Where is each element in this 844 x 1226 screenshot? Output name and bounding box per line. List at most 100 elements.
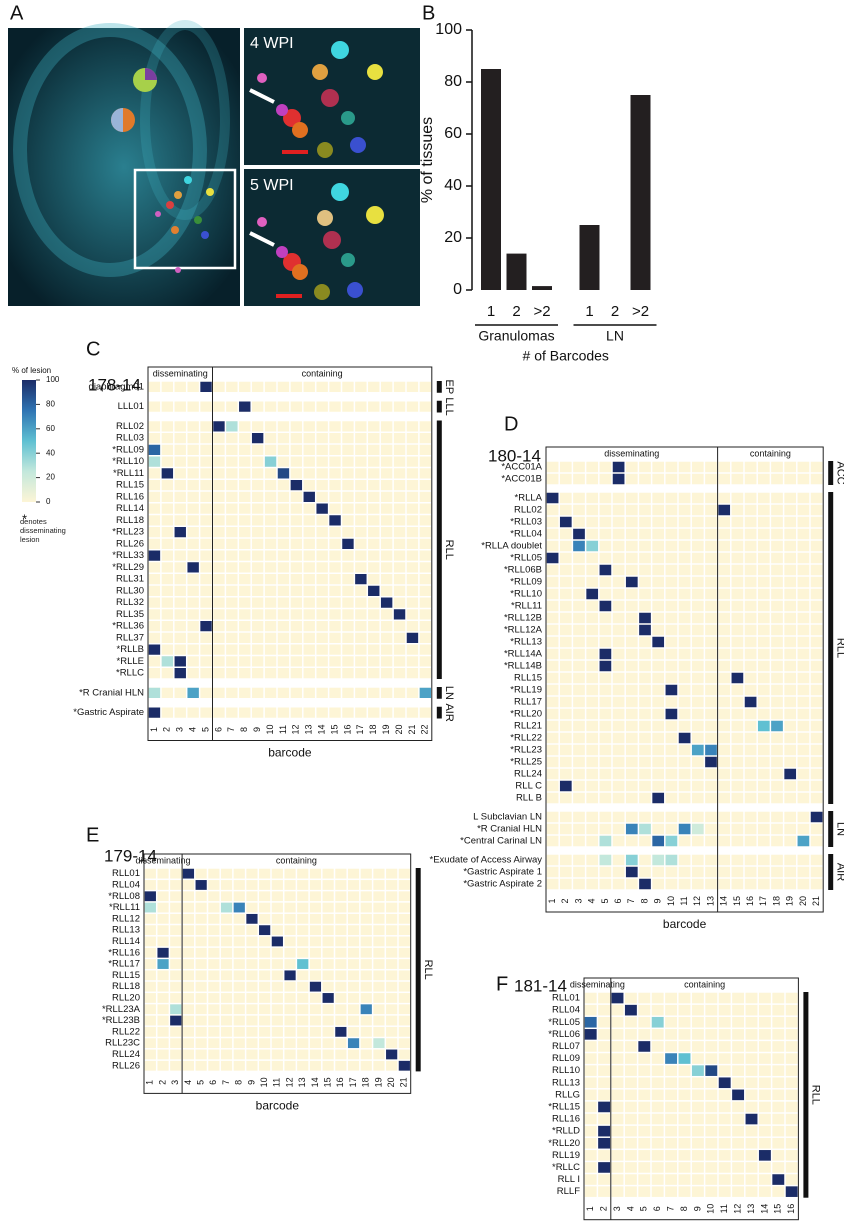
empty-cell <box>420 621 431 631</box>
row-label: RLL I <box>558 1174 580 1185</box>
empty-cell <box>732 1102 744 1113</box>
empty-cell <box>272 903 283 913</box>
empty-cell <box>361 1061 372 1071</box>
empty-cell <box>265 421 276 431</box>
empty-cell <box>310 970 321 980</box>
empty-cell <box>784 855 796 866</box>
empty-cell <box>208 1027 219 1037</box>
empty-cell <box>399 1050 410 1060</box>
empty-cell <box>798 649 810 660</box>
empty-cell <box>665 1138 677 1149</box>
row-label: RLL35 <box>116 609 144 620</box>
empty-cell <box>692 1174 704 1185</box>
x-tick-label: 3 <box>170 1080 180 1085</box>
empty-cell <box>335 1004 346 1014</box>
empty-cell <box>259 937 270 947</box>
empty-cell <box>586 493 598 504</box>
empty-cell <box>386 948 397 958</box>
row-label: *RLL14A <box>504 649 543 660</box>
heat-cell <box>626 824 638 835</box>
empty-cell <box>758 601 770 612</box>
heat-cell <box>291 480 302 490</box>
empty-cell <box>692 661 704 672</box>
empty-cell <box>342 421 353 431</box>
empty-cell <box>705 1029 717 1040</box>
empty-cell <box>598 1041 610 1052</box>
empty-cell <box>323 925 334 935</box>
x-tick-label: 12 <box>284 1077 294 1087</box>
empty-cell <box>234 1027 245 1037</box>
empty-cell <box>718 769 730 780</box>
heat-cell <box>221 903 232 913</box>
empty-cell <box>335 903 346 913</box>
heat-cell <box>381 598 392 608</box>
empty-cell <box>183 880 194 890</box>
empty-cell <box>316 402 327 412</box>
empty-cell <box>310 993 321 1003</box>
group-bar <box>437 687 442 699</box>
empty-cell <box>573 793 585 804</box>
empty-cell <box>272 925 283 935</box>
empty-cell <box>613 697 625 708</box>
empty-cell <box>666 649 678 660</box>
empty-cell <box>239 551 250 561</box>
empty-cell <box>784 649 796 660</box>
empty-cell <box>386 903 397 913</box>
empty-cell <box>718 613 730 624</box>
empty-cell <box>705 793 717 804</box>
empty-cell <box>692 505 704 516</box>
empty-cell <box>652 1053 664 1064</box>
x-tick-label: 16 <box>335 1077 345 1087</box>
empty-cell <box>361 925 372 935</box>
empty-cell <box>381 433 392 443</box>
empty-cell <box>600 625 612 636</box>
empty-cell <box>316 645 327 655</box>
empty-cell <box>692 1162 704 1173</box>
empty-cell <box>265 609 276 619</box>
empty-cell <box>187 504 198 514</box>
empty-cell <box>586 781 598 792</box>
row-label: RLL19 <box>552 1150 580 1161</box>
x-tick-label: 6 <box>613 898 623 903</box>
empty-cell <box>811 836 823 847</box>
empty-cell <box>771 733 783 744</box>
empty-cell <box>732 1077 744 1088</box>
empty-cell <box>259 1004 270 1014</box>
empty-cell <box>666 769 678 780</box>
empty-cell <box>297 1004 308 1014</box>
heat-cell <box>639 625 651 636</box>
empty-cell <box>196 1061 207 1071</box>
empty-cell <box>732 867 744 878</box>
empty-cell <box>771 685 783 696</box>
empty-cell <box>145 993 156 1003</box>
empty-cell <box>679 685 691 696</box>
empty-cell <box>175 492 186 502</box>
row-label: *RLL19 <box>510 685 542 696</box>
empty-cell <box>407 656 418 666</box>
y-tick-label: 60 <box>444 125 462 142</box>
row-label: RLL13 <box>552 1077 580 1088</box>
empty-cell <box>284 993 295 1003</box>
empty-cell <box>560 661 572 672</box>
empty-cell <box>162 551 173 561</box>
empty-cell <box>399 880 410 890</box>
empty-cell <box>746 1041 758 1052</box>
empty-cell <box>586 879 598 890</box>
empty-cell <box>771 553 783 564</box>
row-label: RLL17 <box>514 697 542 708</box>
empty-cell <box>226 586 237 596</box>
empty-cell <box>626 879 638 890</box>
empty-cell <box>679 1186 691 1197</box>
empty-cell <box>381 527 392 537</box>
empty-cell <box>746 1126 758 1137</box>
empty-cell <box>547 625 559 636</box>
empty-cell <box>213 633 224 643</box>
empty-cell <box>200 515 211 525</box>
empty-cell <box>278 621 289 631</box>
empty-cell <box>612 1053 624 1064</box>
empty-cell <box>705 637 717 648</box>
empty-cell <box>732 1126 744 1137</box>
empty-cell <box>666 721 678 732</box>
empty-cell <box>252 382 263 392</box>
empty-cell <box>368 421 379 431</box>
